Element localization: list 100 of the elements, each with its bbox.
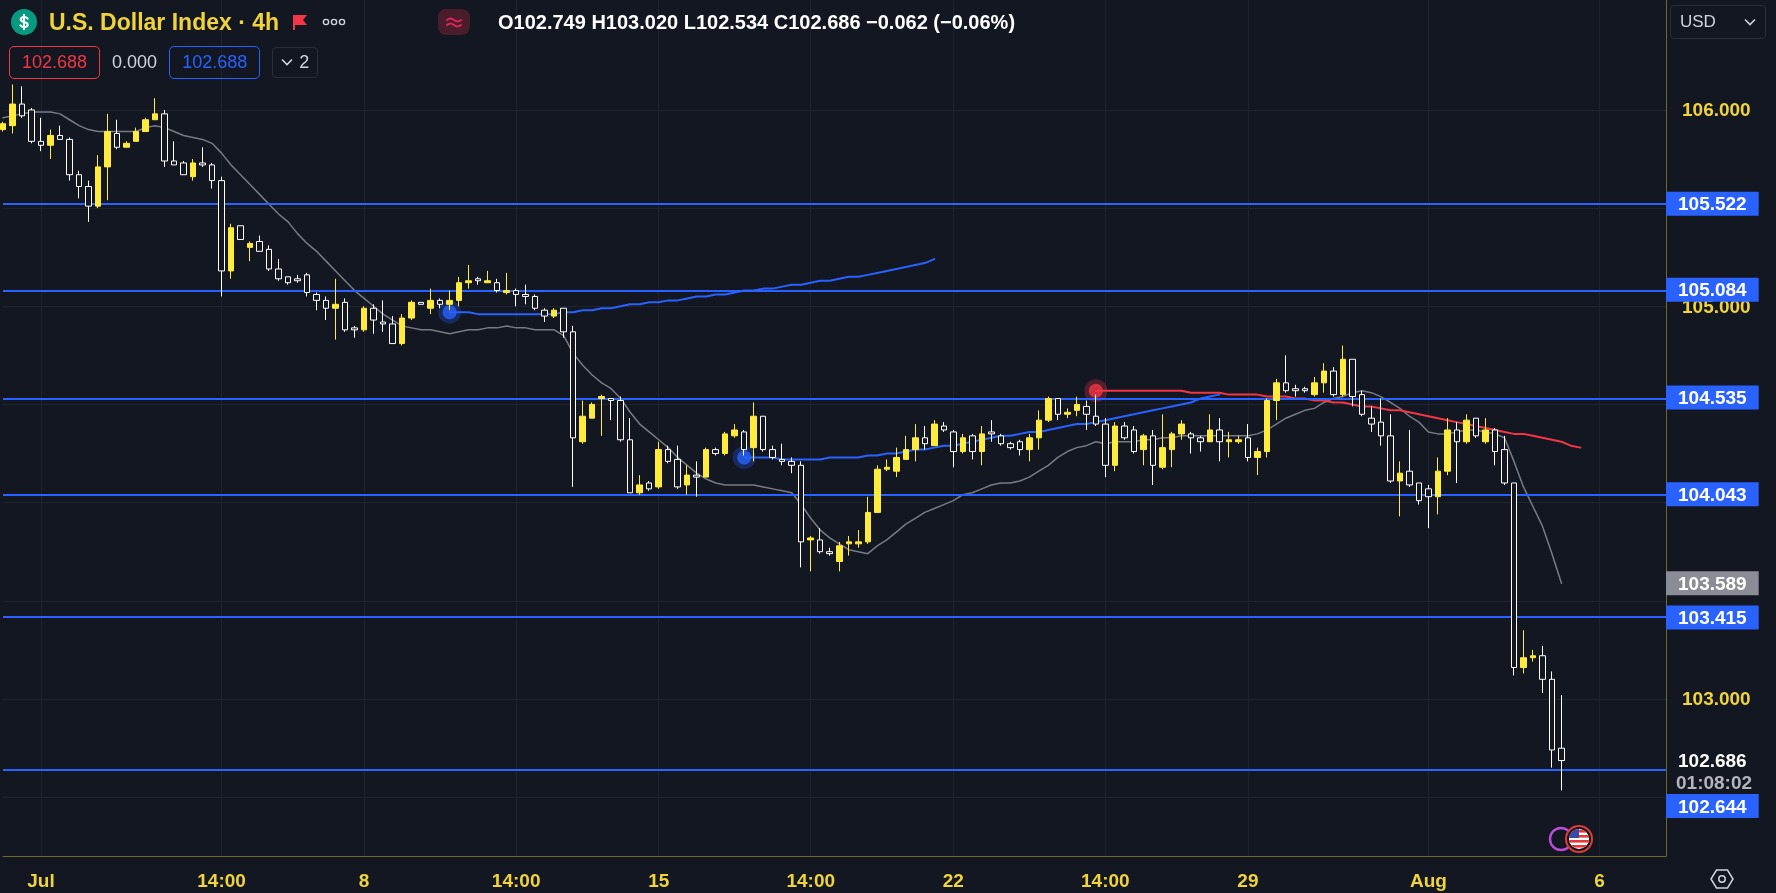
candlestick [1501, 435, 1508, 486]
point [438, 300, 462, 324]
y-tick-label: 103.000 [1682, 688, 1751, 710]
candlestick [798, 460, 804, 568]
candlestick [1482, 417, 1489, 445]
candlestick [1017, 439, 1023, 456]
candlestick [684, 464, 690, 496]
candlestick [1359, 390, 1365, 417]
candlestick [988, 419, 995, 443]
ref-line-label: 103.415 [1678, 606, 1748, 628]
candlestick [152, 97, 158, 121]
candlestick [370, 303, 377, 335]
candlestick [1178, 419, 1185, 441]
candlestick [104, 113, 111, 201]
candlestick [1473, 417, 1479, 439]
candlestick [846, 535, 852, 557]
candlestick [1045, 396, 1052, 423]
ref-line-label: 105.522 [1678, 193, 1747, 215]
candlestick [1321, 362, 1327, 394]
candlestick [836, 541, 843, 572]
candlestick [494, 278, 500, 294]
candlestick [1140, 433, 1147, 466]
annotation: 2 [299, 51, 310, 73]
candlestick [47, 129, 54, 160]
candlestick [865, 496, 871, 545]
candlestick [114, 119, 120, 150]
ref-line-label: 104.535 [1678, 387, 1748, 409]
candlestick [750, 401, 757, 462]
candlestick [95, 154, 101, 209]
candlestick [437, 297, 443, 309]
candlestick [285, 276, 291, 286]
candlestick [769, 445, 776, 460]
candlestick [1435, 456, 1441, 515]
candlestick [304, 272, 310, 297]
candlestick [418, 301, 424, 305]
point [732, 445, 756, 469]
line-series [2, 111, 1563, 585]
candlestick [1064, 407, 1071, 419]
ref-line-label: 104.043 [1678, 483, 1747, 505]
candlestick [66, 136, 73, 182]
candlestick [1349, 358, 1356, 407]
candlestick [884, 458, 890, 472]
candlestick [465, 264, 472, 290]
candlestick [342, 297, 348, 333]
candlestick [446, 290, 453, 311]
candlestick [266, 244, 272, 272]
candlestick [1188, 431, 1194, 455]
candlestick [1112, 421, 1118, 472]
x-tick-label: 22 [942, 870, 964, 891]
ref-line-label: 102.644 [1678, 795, 1748, 817]
candlestick [123, 140, 130, 148]
candlestick [256, 235, 263, 252]
candlestick [1520, 629, 1527, 674]
candlestick [456, 276, 462, 307]
candlestick [1406, 429, 1413, 488]
annotation: 102.688 [169, 45, 261, 79]
candlestick [275, 258, 282, 282]
candlestick [636, 474, 643, 496]
candlestick [551, 307, 557, 319]
candlestick [722, 431, 728, 456]
candlestick [1273, 378, 1280, 421]
candlestick [1387, 413, 1394, 484]
candlestick [998, 433, 1004, 447]
candlestick [874, 464, 881, 513]
candlestick [247, 240, 253, 262]
candlestick [57, 125, 63, 140]
candlestick [1131, 425, 1137, 455]
candlestick [1463, 413, 1470, 445]
candlestick [380, 299, 386, 333]
candlestick [1216, 417, 1223, 462]
candlestick [922, 425, 928, 451]
candlestick [1311, 376, 1318, 398]
candlestick [941, 421, 947, 433]
candlestick [893, 447, 900, 478]
annotation: 102.688 [9, 45, 101, 79]
candlestick [760, 415, 766, 453]
candlestick [28, 107, 35, 144]
candlestick [960, 433, 966, 455]
candlestick [1283, 354, 1289, 394]
point [1084, 379, 1108, 403]
candlestick [1425, 484, 1432, 529]
candlestick [570, 325, 576, 488]
candlestick [1397, 460, 1403, 517]
candlestick [950, 429, 957, 468]
candlestick [1245, 423, 1251, 462]
x-tick-label: 8 [358, 870, 370, 891]
candlestick [313, 292, 320, 311]
candlestick [1539, 645, 1546, 694]
candlestick [969, 433, 976, 460]
candlestick [693, 460, 700, 498]
candlestick [199, 146, 206, 168]
x-tick-label: 6 [1594, 870, 1605, 891]
candlestick [1368, 405, 1375, 433]
candlestick [731, 423, 738, 439]
x-tick-label: 15 [648, 870, 670, 891]
candlestick [817, 527, 823, 555]
candlestick [655, 441, 662, 490]
candlestick [1026, 433, 1033, 462]
candlestick [1558, 694, 1565, 791]
x-tick-label: Aug [1409, 870, 1447, 891]
